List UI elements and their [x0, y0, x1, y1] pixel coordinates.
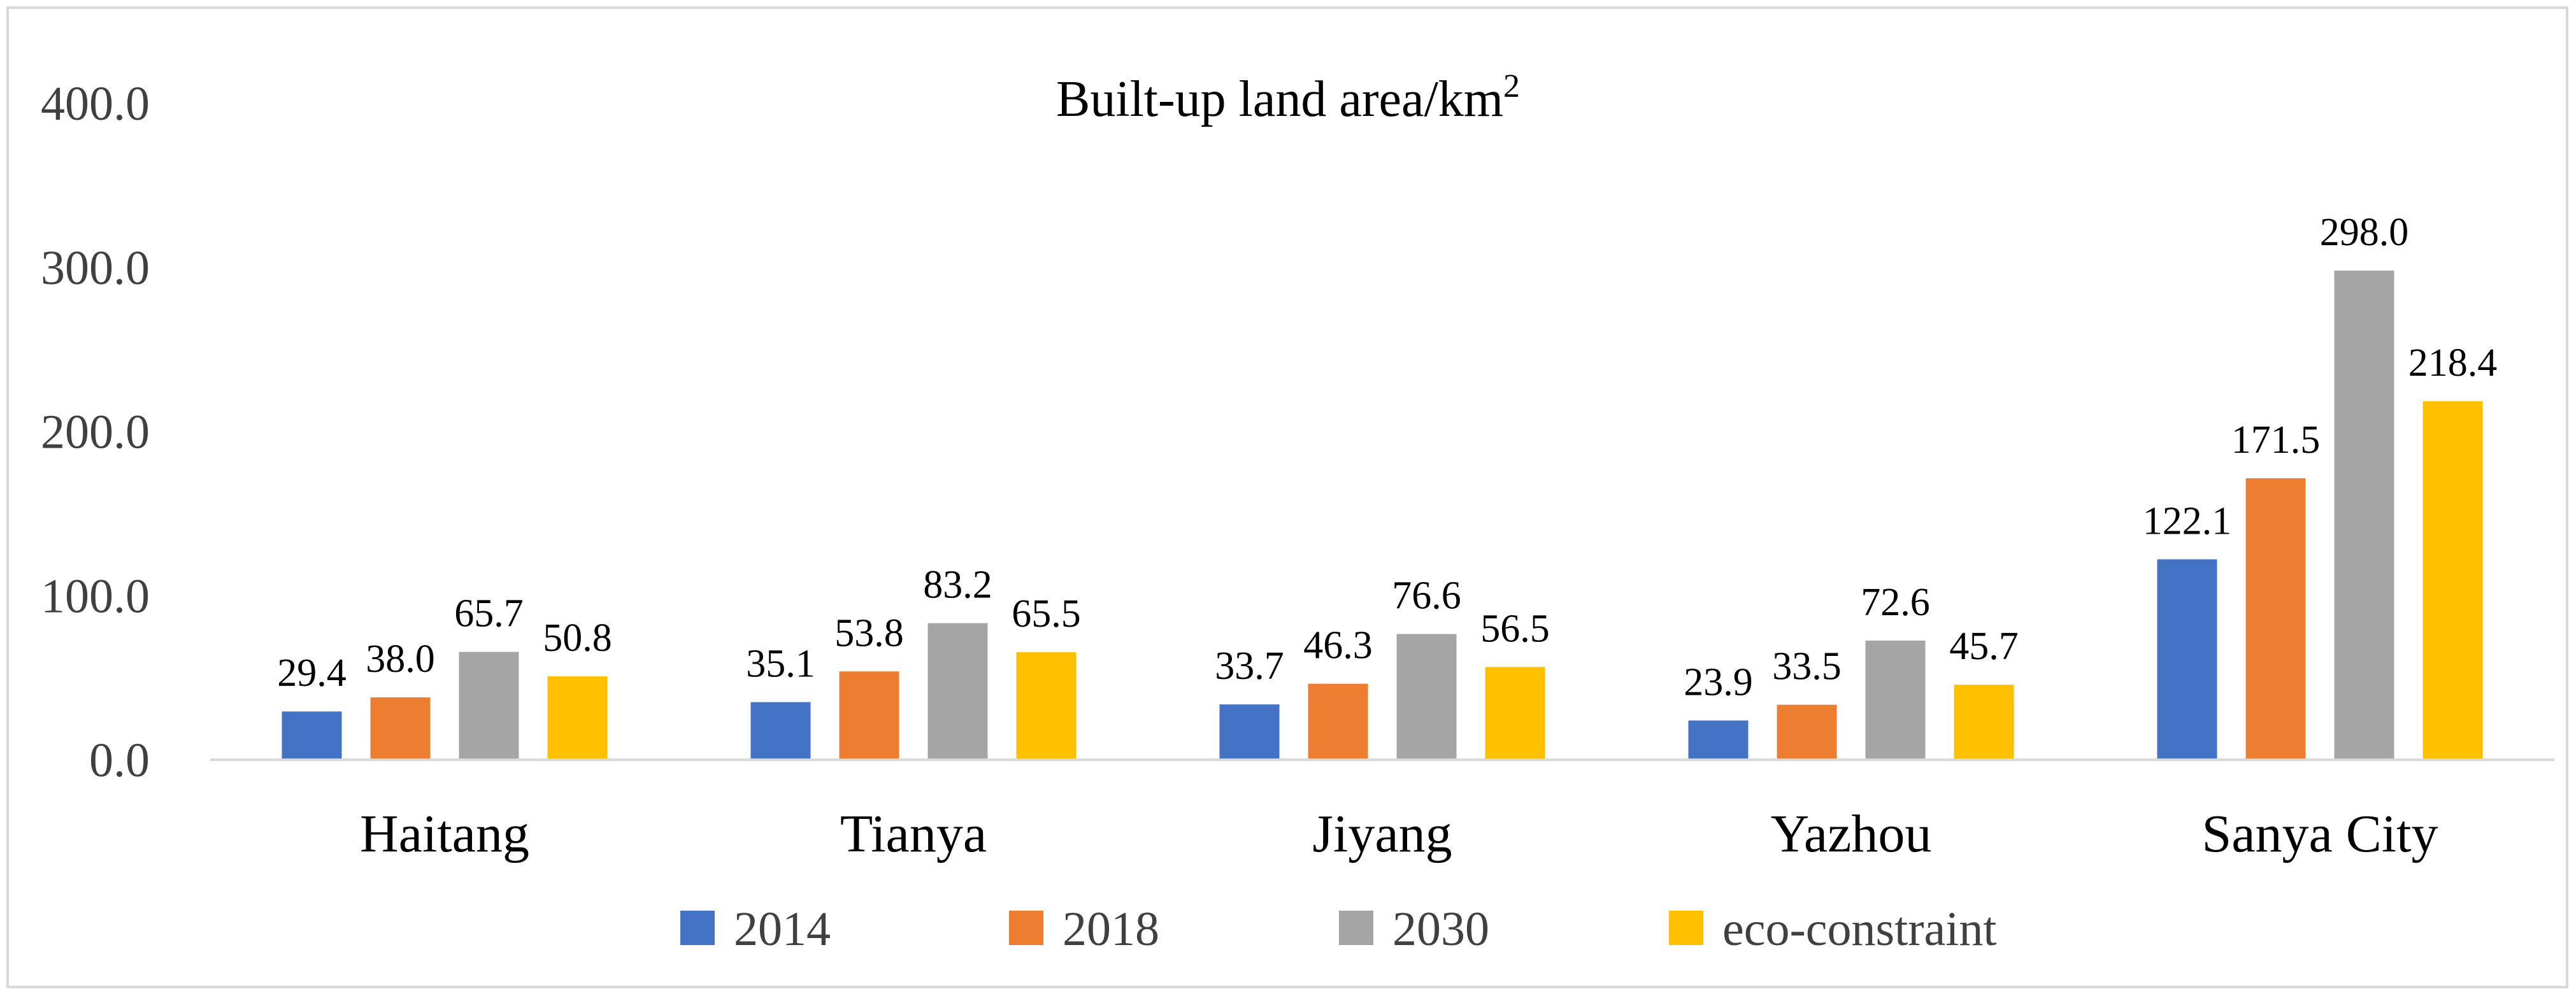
data-label-yazhou-eco-constraint: 45.7: [1949, 625, 2019, 668]
data-label-tianya-2030: 83.2: [923, 564, 992, 607]
y-tick-label-4: 400.0: [41, 77, 150, 131]
data-label-tianya-2018: 53.8: [834, 611, 904, 655]
x-tick-label-tianya: Tianya: [840, 804, 987, 864]
chart-title: Built-up land area/km2: [1056, 68, 1520, 127]
bars: [282, 270, 2483, 760]
data-label-yazhou-2014: 23.9: [1684, 660, 1753, 704]
data-label-yazhou-2030: 72.6: [1861, 581, 1930, 624]
legend-swatch-eco-constraint: [1669, 911, 1703, 945]
bar-haitang-2030: [459, 651, 519, 760]
bar-haitang-2014: [282, 711, 342, 760]
y-tick-label-1: 100.0: [41, 569, 150, 623]
bar-jiyang-eco-constraint: [1485, 667, 1545, 760]
data-label-tianya-eco-constraint: 65.5: [1012, 592, 1081, 636]
y-tick-label-2: 200.0: [41, 406, 150, 459]
bar-sanya-city-eco-constraint: [2422, 401, 2483, 760]
bar-haitang-eco-constraint: [547, 676, 608, 760]
legend-swatch-2014: [680, 911, 715, 945]
chart-title-superscript: 2: [1503, 68, 1520, 104]
data-label-haitang-eco-constraint: 50.8: [543, 616, 612, 660]
data-label-yazhou-2018: 33.5: [1772, 645, 1842, 688]
data-label-tianya-2014: 35.1: [746, 643, 815, 686]
bar-tianya-2014: [750, 702, 811, 760]
data-label-haitang-2018: 38.0: [366, 637, 435, 681]
y-tick-label-3: 300.0: [41, 241, 150, 295]
data-label-jiyang-2018: 46.3: [1303, 624, 1373, 667]
bar-jiyang-2030: [1396, 634, 1457, 760]
y-axis: 0.0 100.0 200.0 300.0 400.0: [41, 77, 150, 787]
data-label-jiyang-eco-constraint: 56.5: [1480, 607, 1550, 650]
x-tick-label-yazhou: Yazhou: [1771, 804, 1932, 864]
data-label-haitang-2030: 65.7: [454, 592, 524, 636]
bar-tianya-2018: [839, 671, 899, 760]
legend-swatch-2030: [1339, 911, 1373, 945]
bar-tianya-eco-constraint: [1016, 652, 1077, 760]
value-labels: 29.4 38.0 65.7 50.8 35.1 53.8 83.2 65.5 33.7 46.3…: [277, 211, 2497, 704]
bar-sanya-city-2014: [2157, 559, 2217, 760]
bar-yazhou-2014: [1688, 720, 1749, 760]
data-label-sanya-city-2030: 298.0: [2320, 211, 2409, 254]
legend-label-2018: 2018: [1063, 902, 1159, 956]
legend-label-2030: 2030: [1392, 902, 1489, 956]
x-tick-label-haitang: Haitang: [360, 804, 529, 864]
data-label-haitang-2014: 29.4: [277, 651, 347, 695]
bar-haitang-2018: [370, 697, 431, 760]
bar-jiyang-2014: [1219, 704, 1280, 760]
x-axis: Haitang Tianya Jiyang Yazhou Sanya City: [360, 804, 2438, 864]
y-tick-label-0: 0.0: [89, 734, 150, 787]
x-tick-label-sanya-city: Sanya City: [2202, 804, 2438, 864]
bar-yazhou-2030: [1865, 640, 1926, 760]
x-tick-label-jiyang: Jiyang: [1312, 804, 1452, 864]
data-label-jiyang-2030: 76.6: [1392, 574, 1461, 618]
bar-yazhou-eco-constraint: [1954, 685, 2014, 760]
data-label-jiyang-2014: 33.7: [1215, 644, 1284, 688]
chart-title-main: Built-up land area/km: [1056, 71, 1503, 127]
bar-sanya-city-2030: [2334, 270, 2394, 760]
bar-tianya-2030: [927, 623, 988, 760]
data-label-sanya-city-2018: 171.5: [2231, 418, 2321, 462]
legend-label-2014: 2014: [734, 902, 831, 956]
data-label-sanya-city-eco-constraint: 218.4: [2408, 341, 2498, 385]
legend: 2014 2018 2030 eco-constraint: [680, 902, 1996, 956]
bar-sanya-city-2018: [2245, 478, 2306, 760]
bar-yazhou-2018: [1777, 704, 1837, 760]
legend-label-eco-constraint: eco-constraint: [1722, 902, 1996, 956]
chart-frame: [6, 6, 2568, 988]
data-label-sanya-city-2014: 122.1: [2143, 499, 2232, 543]
legend-swatch-2018: [1009, 911, 1043, 945]
bar-jiyang-2018: [1308, 683, 1368, 760]
